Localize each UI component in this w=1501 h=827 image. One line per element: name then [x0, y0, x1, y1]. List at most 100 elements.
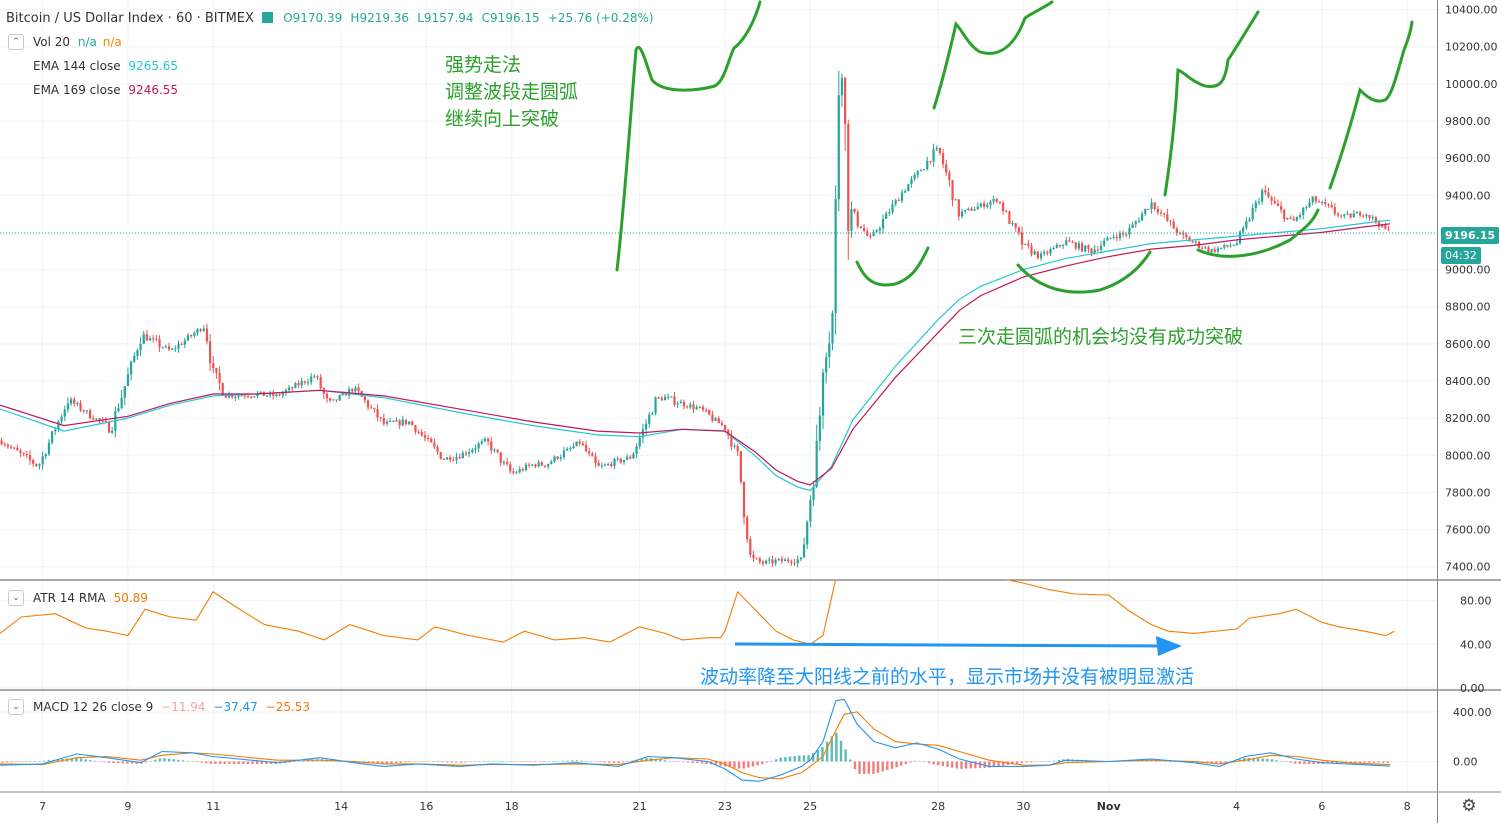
- candle-body: [111, 430, 114, 433]
- candle-body: [613, 458, 616, 466]
- macd-hist-bar: [121, 761, 124, 764]
- candle-body: [812, 486, 815, 501]
- candle-body: [1210, 249, 1213, 253]
- candle-body: [695, 407, 698, 410]
- price-tick-label: 10400.00: [1445, 4, 1498, 17]
- candle-body: [1036, 251, 1039, 259]
- candle-body: [553, 456, 556, 462]
- ema169-line: [0, 223, 1391, 486]
- candle-body: [1194, 241, 1197, 243]
- candle-body: [1289, 217, 1292, 219]
- macd-hist-bar: [237, 761, 240, 764]
- candle-body: [123, 386, 126, 398]
- macd-hist-bar: [478, 761, 481, 762]
- candle-body: [54, 429, 57, 432]
- candle-body: [1317, 201, 1321, 203]
- candle-body: [941, 153, 945, 165]
- macd-hist-bar: [904, 761, 908, 765]
- macd-hist-bar: [1252, 758, 1255, 762]
- candle-body: [1257, 201, 1261, 203]
- candle-body: [626, 456, 629, 460]
- macd-hist-bar: [937, 761, 940, 766]
- macd-hist-bar: [1256, 758, 1260, 762]
- candle-body: [357, 387, 360, 392]
- macd-hist-bar: [580, 760, 583, 762]
- candle-body: [79, 403, 82, 411]
- candle-body: [644, 423, 648, 430]
- macd-hist-bar: [608, 761, 611, 763]
- macd-hist-bar: [1043, 761, 1047, 762]
- candle-body: [379, 417, 382, 419]
- candle-body: [635, 446, 638, 454]
- atr-collapse-toggle[interactable]: ⌄: [8, 590, 24, 606]
- candle-body: [591, 453, 594, 457]
- candle-body: [291, 387, 294, 389]
- candle-body: [35, 463, 38, 467]
- candle-body: [847, 124, 850, 232]
- macd-hist-bar: [862, 761, 866, 774]
- macd-hist-bar: [895, 761, 898, 768]
- candle-body: [1311, 196, 1314, 203]
- macd-hist-bar: [825, 741, 829, 762]
- candle-body: [1068, 240, 1071, 242]
- macd-hist-bar: [181, 760, 185, 762]
- macd-hist-bar: [918, 760, 921, 762]
- candle-body: [1302, 207, 1305, 216]
- macd-hist-bar: [974, 761, 977, 769]
- vol-collapse-toggle[interactable]: ⌃: [8, 34, 24, 50]
- settings-gear-icon[interactable]: ⚙: [1461, 796, 1477, 816]
- candle-body: [1232, 245, 1235, 247]
- candle-body: [414, 425, 417, 432]
- candle-body: [885, 213, 888, 219]
- candle-body: [1346, 213, 1349, 215]
- macd-hist-bar: [19, 761, 23, 762]
- candle-body: [1219, 247, 1223, 249]
- candle-body: [793, 562, 796, 564]
- candle-body: [528, 464, 531, 466]
- candle-body: [487, 438, 490, 442]
- candle-body: [1122, 233, 1125, 235]
- atr-tick-label: 80.00: [1460, 595, 1492, 608]
- candle-body: [1131, 224, 1134, 228]
- candle-body: [480, 441, 483, 444]
- candle-body: [1128, 227, 1131, 235]
- macd-hist-bar: [812, 753, 815, 762]
- candle-body: [698, 406, 701, 408]
- vol-label: Vol 20: [33, 35, 71, 49]
- candle-body: [1046, 252, 1049, 254]
- macd-collapse-toggle[interactable]: ⌄: [8, 699, 24, 715]
- candle-body: [1327, 203, 1330, 206]
- candle-body: [581, 443, 584, 446]
- macd-hist-bar: [1025, 761, 1028, 763]
- macd-hist-bar: [909, 761, 912, 763]
- macd-hist-bar: [816, 750, 820, 762]
- candle-body: [875, 230, 878, 232]
- time-tick-label: 25: [803, 800, 817, 813]
- candle-body: [452, 459, 455, 461]
- candle-body: [250, 396, 253, 398]
- macd-hist-bar: [946, 761, 949, 767]
- candle-body: [417, 431, 420, 433]
- candle-body: [351, 389, 354, 392]
- candle-body: [970, 208, 973, 211]
- candle-body: [499, 452, 502, 463]
- candle-body: [806, 521, 809, 545]
- candle-body: [1242, 227, 1245, 232]
- price-tick-label: 9400.00: [1445, 189, 1491, 202]
- macd-hist-bar: [450, 761, 453, 763]
- candle-body: [408, 421, 411, 425]
- macd-hist-bar: [33, 761, 36, 762]
- candle-body: [926, 161, 929, 170]
- candle-body: [183, 340, 186, 345]
- macd-hist-bar: [413, 761, 416, 762]
- macd-hist-bar: [1154, 760, 1158, 762]
- candle-body: [474, 448, 477, 450]
- macd-hist-bar: [1224, 761, 1227, 763]
- candle-body: [670, 396, 673, 398]
- candle-body: [335, 399, 338, 401]
- candle-body: [275, 394, 278, 396]
- candle-body: [761, 561, 765, 564]
- macd-hist-bar: [872, 761, 875, 774]
- candle-body: [686, 406, 689, 408]
